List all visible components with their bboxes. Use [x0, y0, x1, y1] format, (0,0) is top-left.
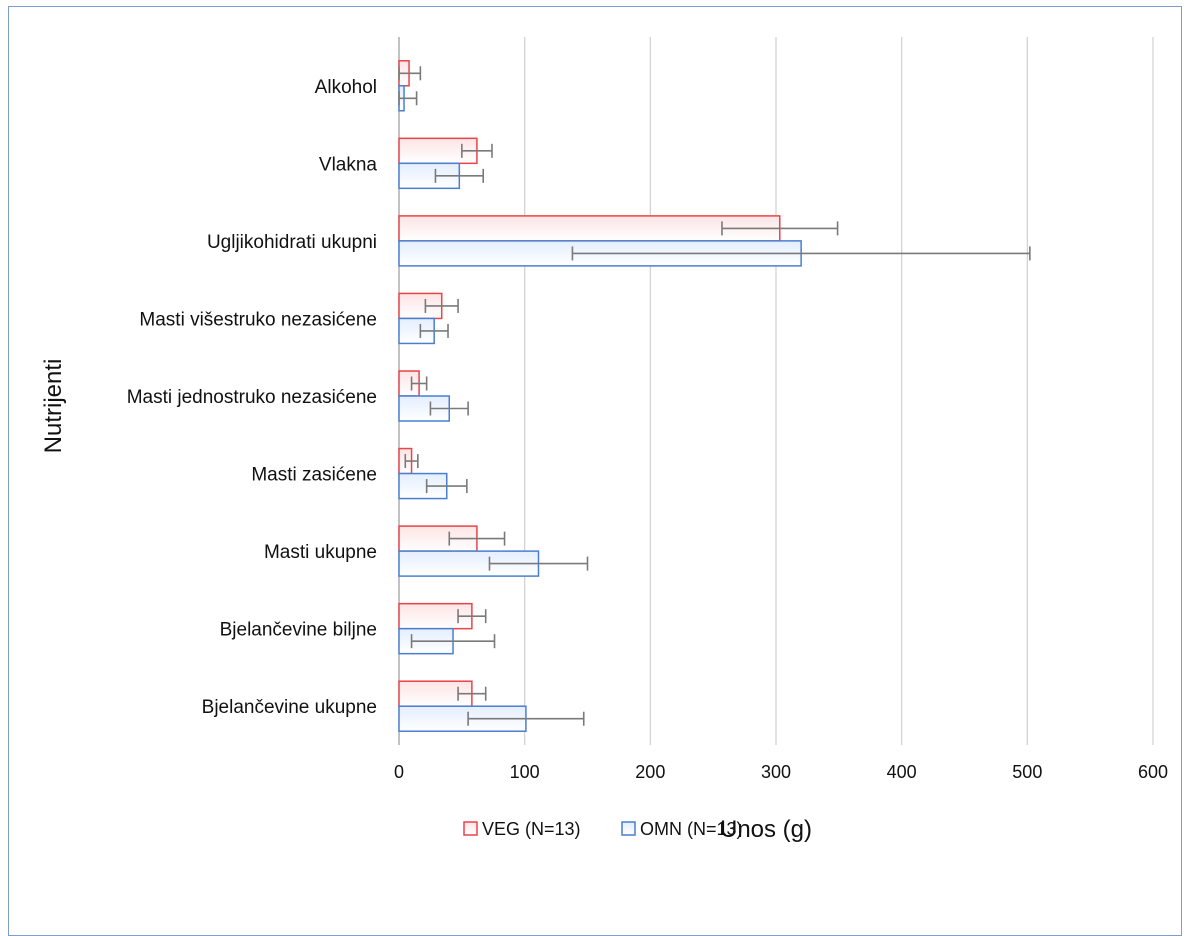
x-tick-label: 100 — [510, 762, 540, 782]
error-bar — [410, 376, 428, 391]
error-bar — [571, 246, 1031, 261]
legend-label: OMN (N=13) — [640, 819, 743, 839]
chart-frame: 0 100 200 300 400 500 600 Bjelančevine ukupne Bj… — [8, 6, 1182, 936]
error-bar — [457, 686, 487, 701]
error-bar — [410, 634, 496, 649]
legend-item-omn: OMN (N=13) — [621, 819, 743, 839]
y-axis-title: Nutrijenti — [40, 359, 67, 454]
legend-swatch — [463, 821, 478, 836]
error-bar — [404, 454, 419, 469]
category-label: Ugljikohidrati ukupni — [207, 232, 377, 253]
x-tick-label: 0 — [394, 762, 404, 782]
error-bar — [434, 168, 484, 183]
category-label: Masti višestruko nezasićene — [139, 309, 377, 330]
error-bar — [398, 91, 418, 106]
error-bar — [488, 556, 589, 571]
error-bar — [398, 66, 422, 81]
error-bar — [424, 298, 459, 313]
error-bar — [467, 711, 585, 726]
x-tick-label: 400 — [887, 762, 917, 782]
error-bar — [448, 531, 506, 546]
error-bar — [429, 401, 469, 416]
category-label: Bjelančevine ukupne — [202, 697, 377, 718]
error-bar — [457, 609, 487, 624]
category-label: Alkohol — [315, 77, 377, 98]
legend-swatch — [621, 821, 636, 836]
x-axis-title: Unos (g) — [720, 816, 812, 843]
bar-veg — [398, 215, 781, 242]
x-tick-label: 600 — [1138, 762, 1168, 782]
legend-item-veg: VEG (N=13) — [463, 819, 581, 839]
bar-chart: 0 100 200 300 400 500 600 Bjelančevine ukupne Bj… — [40, 37, 1168, 843]
error-bar — [419, 323, 449, 338]
legend-label: VEG (N=13) — [482, 819, 581, 839]
axes: 0 100 200 300 400 500 600 Bjelančevine ukupne Bj… — [127, 77, 1168, 782]
error-bar — [425, 479, 468, 494]
grid-lines — [398, 37, 1154, 745]
error-bar — [461, 143, 493, 158]
x-tick-label: 300 — [761, 762, 791, 782]
x-tick-label: 200 — [635, 762, 665, 782]
category-label: Masti jednostruko nezasićene — [127, 387, 377, 408]
x-tick-label: 500 — [1012, 762, 1042, 782]
category-label: Vlakna — [319, 154, 378, 175]
category-label: Masti ukupne — [264, 542, 377, 563]
category-label: Bjelančevine biljne — [220, 620, 377, 641]
bars — [398, 60, 1031, 732]
legend: VEG (N=13) OMN (N=13) — [463, 819, 743, 839]
category-label: Masti zasićene — [251, 465, 377, 486]
error-bar — [721, 221, 839, 236]
